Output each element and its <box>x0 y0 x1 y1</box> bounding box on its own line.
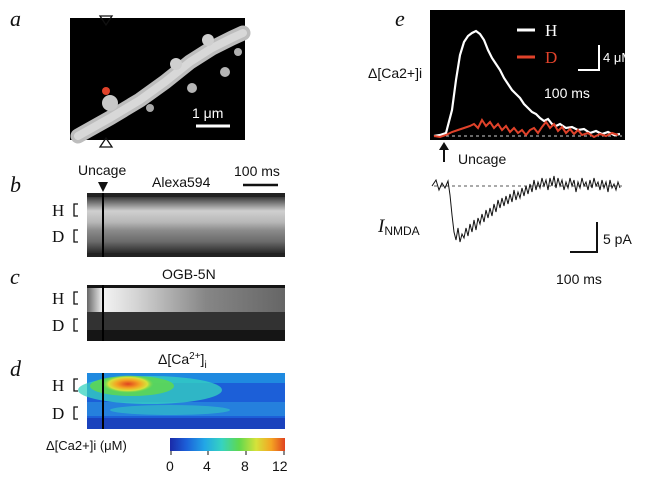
scan-marker-bottom-icon <box>98 136 114 148</box>
panel-c-row-h: H <box>52 289 64 308</box>
linescan-ogb <box>87 285 285 341</box>
ca-trace-h <box>433 29 621 138</box>
legend: H D <box>517 21 557 67</box>
panel-e-label: e <box>395 6 405 31</box>
ca-heatmap <box>78 373 285 429</box>
current-trace <box>431 175 621 243</box>
panel-d-label: d <box>10 356 22 381</box>
panel-a-scale-text: 1 μm <box>192 105 223 121</box>
bracket-h-c <box>73 291 78 305</box>
panel-d-title: Δ[Ca2+]i <box>158 351 207 371</box>
dendrite-image <box>70 18 251 144</box>
current-scale-y: 5 pA <box>603 231 632 247</box>
uncage-up-arrow-icon <box>439 142 449 162</box>
panel-a-label: a <box>10 6 21 31</box>
panel-c-dye-label: OGB-5N <box>162 266 216 282</box>
ca-scale-x: 100 ms <box>544 85 590 101</box>
ca-axis-label: Δ[Ca2+]i <box>368 65 422 81</box>
panel-b-scale-text: 100 ms <box>234 163 280 179</box>
uncaging-spot <box>102 87 110 95</box>
panel-e-uncage-label: Uncage <box>458 151 506 167</box>
ca-scale-y: 4 μM <box>603 50 632 65</box>
panel-b-dye-label: Alexa594 <box>152 174 211 190</box>
linescan-alexa <box>87 193 285 257</box>
panel-c-row-d: D <box>52 316 64 335</box>
ca-scalebar <box>578 45 600 71</box>
bracket-d-b <box>73 229 78 243</box>
colorbar-tick-0: 0 <box>166 458 174 474</box>
panel-b-label: b <box>10 172 21 197</box>
bracket-h-d <box>73 378 78 392</box>
colorbar <box>170 438 285 451</box>
uncage-arrow-icon <box>98 182 108 192</box>
current-scalebar <box>570 222 598 253</box>
colorbar-tick-4: 4 <box>203 458 211 474</box>
colorbar-label: Δ[Ca2+]i (μM) <box>46 438 127 453</box>
bracket-d-d <box>73 406 78 420</box>
ca-trace-d <box>433 118 619 139</box>
colorbar-ticks <box>170 451 285 455</box>
panel-b-row-d: D <box>52 227 64 246</box>
colorbar-tick-8: 8 <box>241 458 249 474</box>
panel-c-label: c <box>10 264 20 289</box>
scan-marker-top-icon <box>98 15 114 27</box>
panel-d-row-d: D <box>52 404 64 423</box>
panel-b-row-h: H <box>52 201 64 220</box>
ca-trace-box <box>430 10 625 140</box>
legend-h-label: H <box>545 21 557 40</box>
panel-b-uncage-label: Uncage <box>78 162 126 178</box>
bracket-d-c <box>73 318 78 332</box>
bracket-h-b <box>73 203 78 217</box>
current-label: INMDA <box>377 216 420 238</box>
colorbar-tick-12: 12 <box>272 458 288 474</box>
current-scale-x: 100 ms <box>556 271 602 287</box>
panel-d-row-h: H <box>52 376 64 395</box>
legend-d-label: D <box>545 48 557 67</box>
